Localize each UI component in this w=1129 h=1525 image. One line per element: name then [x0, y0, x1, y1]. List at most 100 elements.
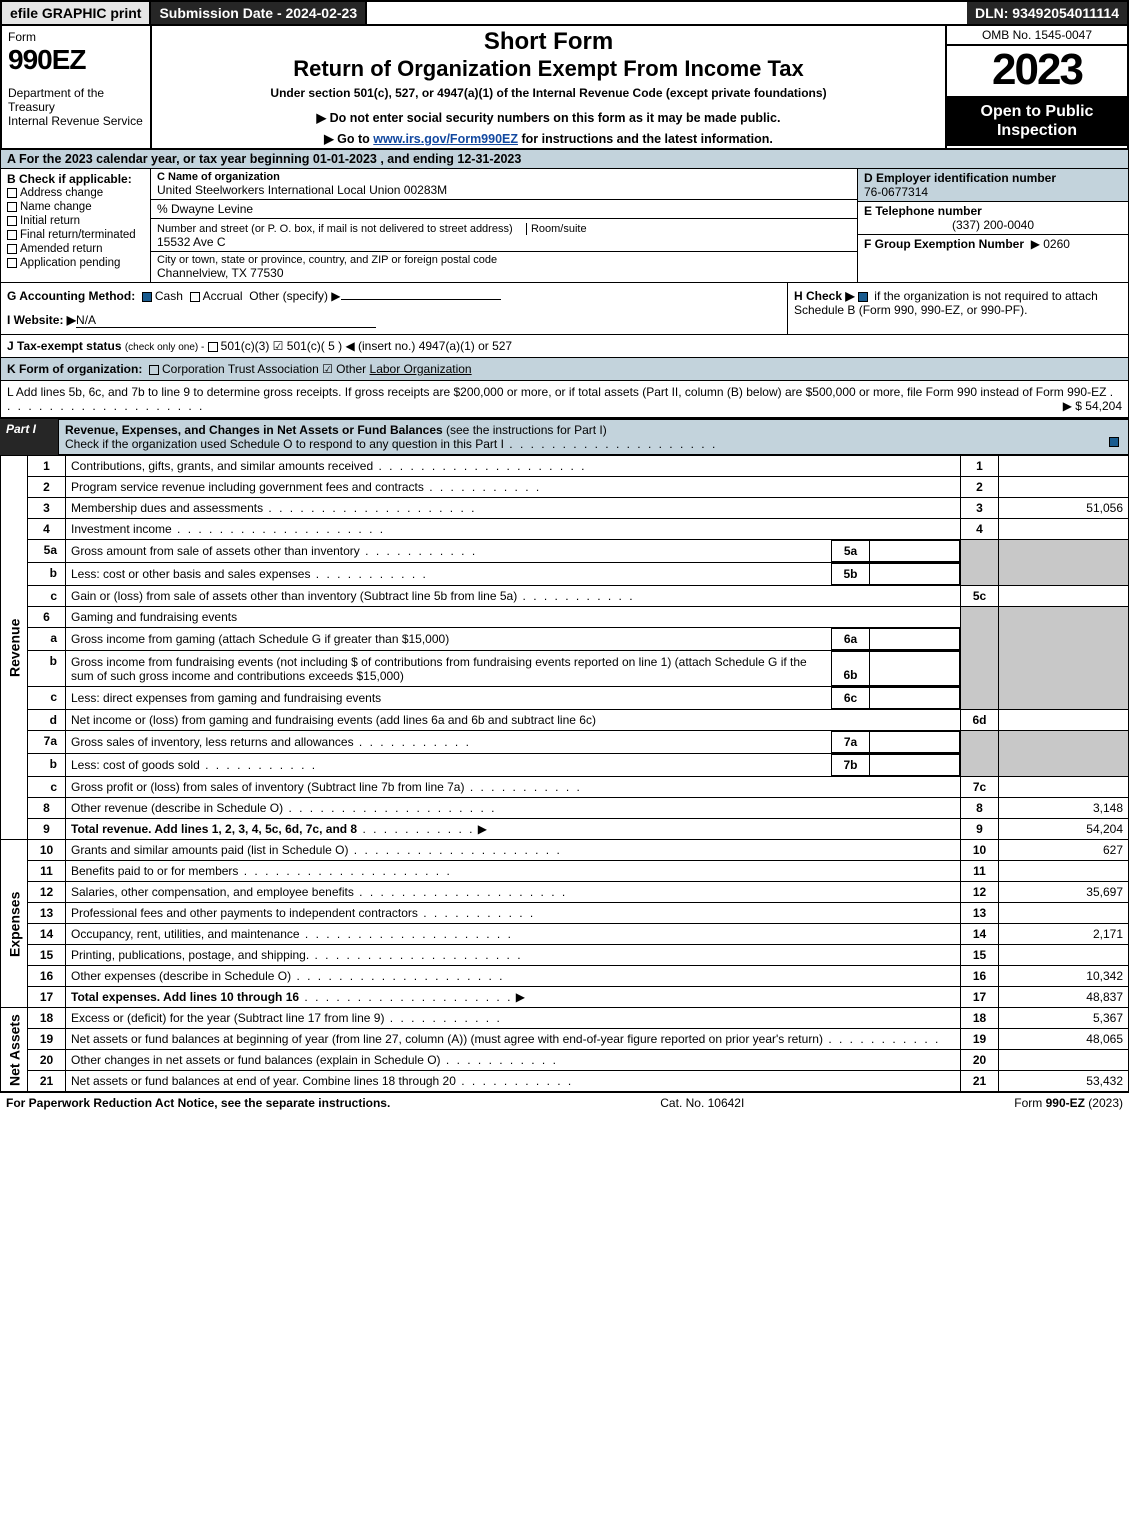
dln-label: DLN: 93492054011114 — [967, 2, 1127, 24]
header-block: Form 990EZ Department of the Treasury In… — [0, 26, 1129, 150]
k-row: K Form of organization: Corporation Trus… — [0, 358, 1129, 381]
part1-title-box: Revenue, Expenses, and Changes in Net As… — [58, 419, 1129, 455]
part1-check: Check if the organization used Schedule … — [65, 437, 504, 451]
val-21: 53,432 — [999, 1071, 1129, 1092]
j-row: J Tax-exempt status (check only one) - 5… — [0, 335, 1129, 358]
ssn-warning: ▶ Do not enter social security numbers o… — [158, 110, 939, 125]
g-row: G Accounting Method: Cash Accrual Other … — [1, 283, 788, 334]
g-label: G Accounting Method: — [7, 289, 135, 303]
f-value: ▶ 0260 — [1031, 237, 1070, 251]
chk-initial[interactable]: Initial return — [7, 214, 144, 228]
return-title: Return of Organization Exempt From Incom… — [158, 56, 939, 82]
short-form-title: Short Form — [158, 28, 939, 56]
goto-link-row: ▶ Go to www.irs.gov/Form990EZ for instru… — [158, 131, 939, 146]
chk-schedule-b[interactable] — [858, 292, 868, 302]
footer: For Paperwork Reduction Act Notice, see … — [0, 1092, 1129, 1113]
col-c: C Name of organization United Steelworke… — [151, 169, 858, 282]
street-row: Number and street (or P. O. box, if mail… — [151, 219, 857, 252]
room-label: Room/suite — [526, 223, 587, 235]
h-label: H Check ▶ — [794, 289, 855, 303]
col-b: B Check if applicable: Address change Na… — [1, 169, 151, 282]
part1-title: Revenue, Expenses, and Changes in Net As… — [65, 423, 443, 437]
val-14: 2,171 — [999, 924, 1129, 945]
val-8: 3,148 — [999, 798, 1129, 819]
dept-label: Department of the Treasury — [8, 86, 144, 114]
right-box: OMB No. 1545-0047 2023 Open to Public In… — [947, 26, 1127, 148]
expenses-label: Expenses — [1, 840, 28, 1008]
f-label: F Group Exemption Number — [864, 237, 1024, 251]
col-de: D Employer identification number 76-0677… — [858, 169, 1128, 282]
website-value: N/A — [76, 313, 376, 328]
line-table: Revenue 1Contributions, gifts, grants, a… — [0, 455, 1129, 1092]
chk-accrual[interactable] — [190, 292, 200, 302]
title-box: Short Form Return of Organization Exempt… — [152, 26, 947, 148]
part1-header-row: Part I Revenue, Expenses, and Changes in… — [0, 419, 1129, 455]
val-9: 54,204 — [999, 819, 1129, 840]
chk-name[interactable]: Name change — [7, 200, 144, 214]
irs-link[interactable]: www.irs.gov/Form990EZ — [373, 132, 518, 146]
omb-number: OMB No. 1545-0047 — [947, 26, 1127, 46]
open-inspection: Open to Public Inspection — [947, 96, 1127, 146]
org-name-row: C Name of organization United Steelworke… — [151, 169, 857, 200]
spacer — [367, 2, 967, 24]
paperwork-notice: For Paperwork Reduction Act Notice, see … — [6, 1096, 390, 1110]
chk-schedule-o[interactable] — [1109, 437, 1119, 447]
e-label: E Telephone number — [864, 204, 982, 218]
b-title: B Check if applicable: — [7, 172, 144, 186]
form-ref: Form 990-EZ (2023) — [1014, 1096, 1123, 1110]
street-value: 15532 Ave C — [157, 235, 851, 249]
chk-cash[interactable] — [142, 292, 152, 302]
val-17: 48,837 — [999, 987, 1129, 1008]
l-row: L Add lines 5b, 6c, and 7b to line 9 to … — [0, 381, 1129, 419]
chk-501c3[interactable] — [208, 342, 218, 352]
top-bar: efile GRAPHIC print Submission Date - 20… — [0, 0, 1129, 26]
row-a: A For the 2023 calendar year, or tax yea… — [0, 150, 1129, 169]
tax-year: 2023 — [947, 46, 1127, 96]
form-number: 990EZ — [8, 44, 144, 76]
net-assets-label: Net Assets — [1, 1008, 28, 1092]
part1-sub: (see the instructions for Part I) — [446, 423, 607, 437]
street-label: Number and street (or P. O. box, if mail… — [157, 223, 513, 235]
d-label: D Employer identification number — [864, 171, 1056, 185]
submission-date: Submission Date - 2024-02-23 — [151, 2, 367, 24]
goto-pre: ▶ Go to — [324, 132, 373, 146]
chk-pending[interactable]: Application pending — [7, 256, 144, 270]
k-other: Labor Organization — [370, 362, 472, 376]
l-amount: ▶ $ 54,204 — [1063, 399, 1122, 413]
city-label: City or town, state or province, country… — [157, 254, 851, 266]
ein-row: D Employer identification number 76-0677… — [858, 169, 1128, 202]
chk-corp[interactable] — [149, 365, 159, 375]
part1-label: Part I — [0, 419, 58, 455]
h-row: H Check ▶ if the organization is not req… — [788, 283, 1128, 334]
chk-amended[interactable]: Amended return — [7, 242, 144, 256]
irs-label: Internal Revenue Service — [8, 114, 144, 128]
care-of: % Dwayne Levine — [151, 200, 857, 219]
c-label: C Name of organization — [157, 171, 851, 183]
efile-print-button[interactable]: efile GRAPHIC print — [2, 2, 151, 24]
phone-value: (337) 200-0040 — [864, 218, 1122, 232]
goto-post: for instructions and the latest informat… — [518, 132, 773, 146]
cat-no: Cat. No. 10642I — [660, 1096, 744, 1110]
group-exempt-row: F Group Exemption Number ▶ 0260 — [858, 235, 1128, 253]
i-row: I Website: ▶N/A — [7, 313, 781, 328]
phone-row: E Telephone number (337) 200-0040 — [858, 202, 1128, 235]
city-value: Channelview, TX 77530 — [157, 266, 851, 280]
gh-block: G Accounting Method: Cash Accrual Other … — [0, 283, 1129, 335]
chk-address[interactable]: Address change — [7, 186, 144, 200]
identity-block: B Check if applicable: Address change Na… — [0, 169, 1129, 283]
val-3: 51,056 — [999, 498, 1129, 519]
form-id-box: Form 990EZ Department of the Treasury In… — [2, 26, 152, 148]
l-text: L Add lines 5b, 6c, and 7b to line 9 to … — [7, 385, 1106, 399]
form-word: Form — [8, 30, 144, 44]
val-18: 5,367 — [999, 1008, 1129, 1029]
revenue-label: Revenue — [1, 456, 28, 840]
val-19: 48,065 — [999, 1029, 1129, 1050]
row-a-text: A For the 2023 calendar year, or tax yea… — [7, 152, 521, 166]
val-16: 10,342 — [999, 966, 1129, 987]
ein-value: 76-0677314 — [864, 185, 1122, 199]
val-12: 35,697 — [999, 882, 1129, 903]
val-10: 627 — [999, 840, 1129, 861]
city-row: City or town, state or province, country… — [151, 252, 857, 282]
chk-final[interactable]: Final return/terminated — [7, 228, 144, 242]
under-section: Under section 501(c), 527, or 4947(a)(1)… — [158, 86, 939, 100]
